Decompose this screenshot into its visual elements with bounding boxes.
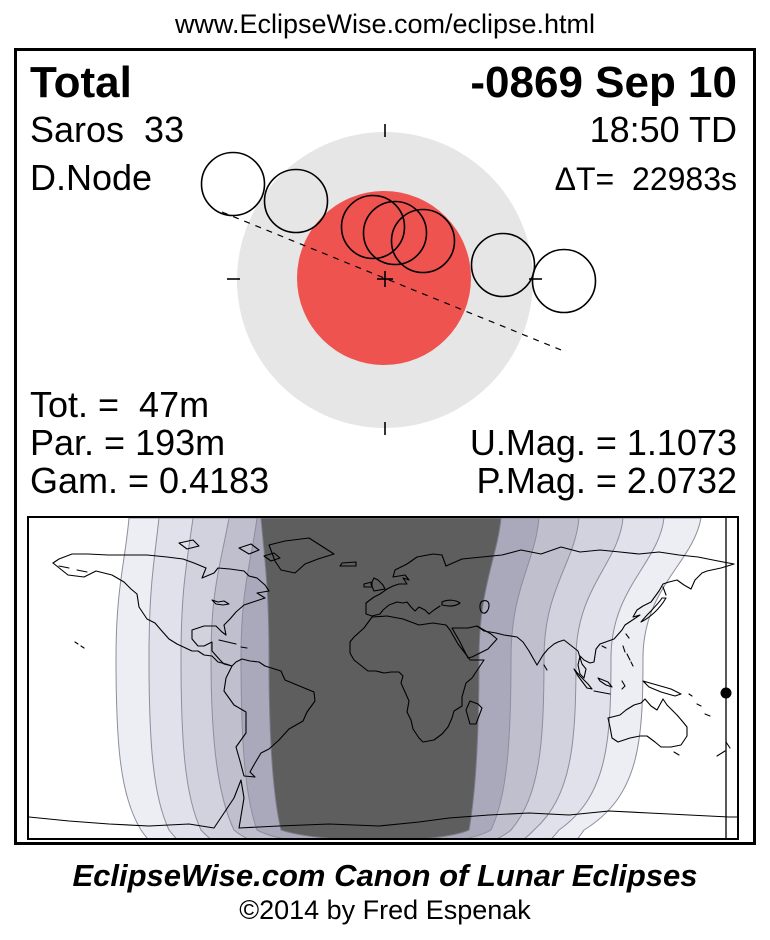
sublunar-point-dot: [720, 687, 732, 699]
moon-circle-greatest: [362, 200, 428, 266]
moon-position-circles: [200, 151, 597, 314]
zone-entire-eclipse-visible: [260, 518, 502, 838]
moon-circle-u4: [470, 232, 536, 298]
copyright-text: ©2014 by Fred Espenak: [239, 895, 531, 925]
umbral-magnitude-label: U.Mag. = 1.1073: [469, 422, 737, 463]
partial-duration-label: Par. = 193m: [30, 422, 226, 463]
visibility-map-frame: [27, 516, 739, 840]
moon-circle-p1: [200, 151, 266, 217]
totality-duration-label: Tot. = 47m: [30, 384, 210, 425]
eclipse-type-label: Total: [30, 58, 132, 107]
visibility-zones: [115, 518, 702, 838]
node-label: D.Node: [30, 157, 153, 198]
umbra-circle: [297, 191, 471, 365]
moon-circle-u1: [263, 168, 329, 234]
eclipse-date-label: -0869 Sep 10: [470, 58, 737, 107]
gamma-label: Gam. = 0.4183: [30, 460, 270, 501]
visibility-map: [29, 518, 737, 838]
moon-circle-p4: [531, 248, 597, 314]
saros-label: Saros 33: [30, 109, 185, 150]
page-url-heading: www.EclipseWise.com/eclipse.html: [174, 9, 596, 39]
shadow-diagram: [200, 124, 597, 435]
ecliptic-dashed-line: [221, 211, 567, 353]
delta-t-label: ΔT= 22983s: [554, 161, 737, 197]
penumbral-magnitude-label: P.Mag. = 2.0732: [476, 460, 737, 501]
greatest-time-label: 18:50 TD: [589, 109, 737, 150]
canon-title: EclipseWise.com Canon of Lunar Eclipses: [72, 858, 698, 893]
moon-circle-u3: [390, 208, 456, 274]
shadow-center-cross: [377, 271, 393, 287]
coastlines: [29, 537, 737, 829]
moon-circle-u2: [340, 194, 406, 260]
